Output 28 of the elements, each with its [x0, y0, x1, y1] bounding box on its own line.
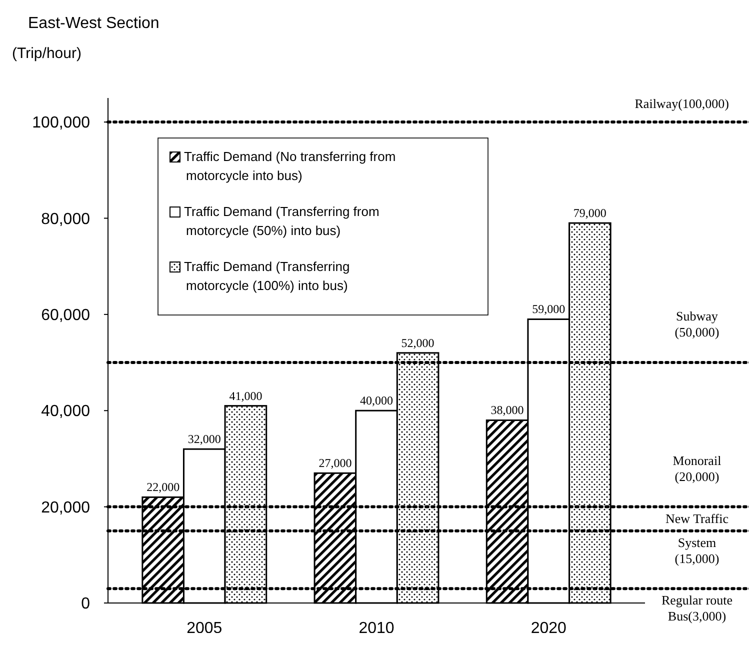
data-label: 52,000 — [401, 336, 434, 350]
legend-label: Traffic Demand (Transferring from motorcycle (50%) into bus) — [184, 204, 380, 238]
x-tick-label: 2005 — [186, 620, 222, 637]
data-label: 59,000 — [532, 302, 566, 316]
ref-line-label: Subway (50,000) — [674, 308, 720, 340]
data-label: 79,000 — [573, 206, 606, 220]
x-tick-label: 2010 — [358, 620, 394, 637]
data-label: 38,000 — [490, 403, 524, 418]
legend-label: Traffic Demand (Transferring motorcycle (100%) into bus) — [184, 259, 350, 293]
ref-line-label: New Traffic System (15,000) — [666, 510, 729, 566]
ref-line-label: Railway(100,000) — [634, 96, 729, 112]
chart-title: East-West Section — [28, 15, 160, 32]
y-tick-label: 0 — [81, 596, 90, 613]
y-axis-title: (Trip/hour) — [12, 45, 82, 62]
y-tick-label: 60,000 — [41, 307, 90, 324]
data-label: 32,000 — [188, 432, 221, 446]
data-label: 40,000 — [360, 394, 393, 408]
y-tick-label: 100,000 — [32, 114, 90, 132]
data-label: 22,000 — [146, 480, 180, 494]
x-tick-label: 2020 — [530, 620, 567, 637]
data-label: 41,000 — [229, 388, 262, 403]
ref-line-label: Monorail (20,000) — [672, 452, 722, 484]
y-tick-label: 20,000 — [41, 499, 90, 516]
y-tick-label: 40,000 — [41, 403, 90, 420]
ref-line-label: Regular route Bus(3,000) — [661, 592, 733, 624]
legend-label: Traffic Demand (No transferring from motorcycle into bus) — [184, 149, 396, 183]
y-tick-label: 80,000 — [41, 210, 90, 228]
data-label: 27,000 — [318, 456, 352, 470]
